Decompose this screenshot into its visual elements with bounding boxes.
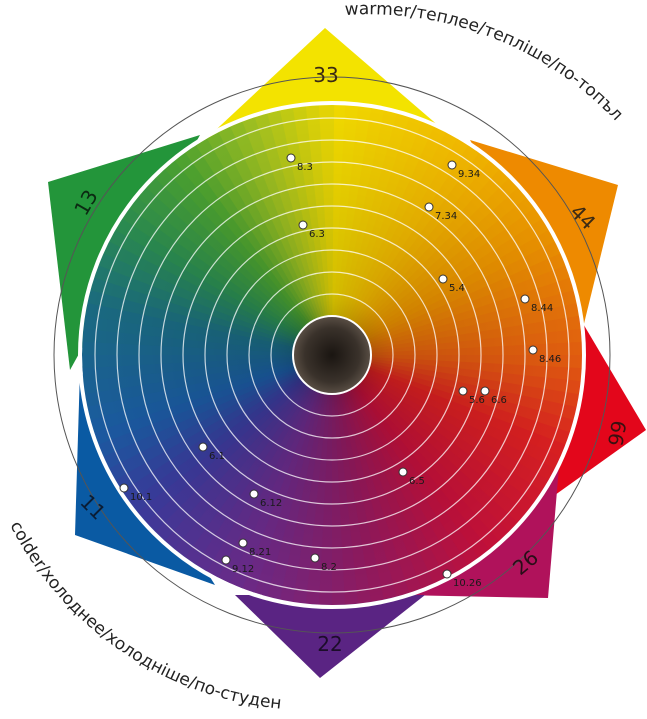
point-label: 8.44 [531, 303, 553, 314]
point-marker [520, 294, 530, 304]
point-label: 9.34 [458, 169, 480, 180]
point-label: 10.26 [453, 578, 482, 589]
point-label: 6.5 [409, 476, 425, 487]
sector-label-33: 33 [313, 63, 338, 87]
ring-2 [248, 271, 416, 439]
ring-1 [270, 293, 394, 417]
point-label: 7.34 [435, 211, 457, 222]
point-label: 9.12 [232, 564, 254, 575]
sector-label-66: 66 [603, 419, 631, 448]
point-marker [238, 538, 248, 548]
point-marker [119, 483, 129, 493]
point-marker [438, 274, 448, 284]
point-label: 6.3 [309, 229, 325, 240]
ring-5 [182, 205, 482, 505]
sector-label-22: 22 [317, 632, 342, 656]
ring-7 [138, 161, 526, 549]
point-marker [447, 160, 457, 170]
outer-thin-ring [53, 76, 611, 634]
point-marker [249, 489, 259, 499]
point-label: 8.46 [539, 354, 561, 365]
disc-border [78, 101, 586, 609]
point-marker [198, 442, 208, 452]
point-label: 8.2 [321, 562, 337, 573]
point-marker [221, 555, 231, 565]
point-label: 5.6 [469, 395, 485, 406]
point-label: 5.4 [449, 283, 465, 294]
point-label: 6.1 [209, 451, 225, 462]
point-marker [442, 569, 452, 579]
ring-8 [116, 139, 548, 571]
point-label: 8.3 [297, 162, 313, 173]
data-points: 8.3 9.34 7.34 6.3 5.4 8.44 8.46 5.6 6.6 6.5 6.1 10.… [119, 153, 561, 589]
point-marker [398, 467, 408, 477]
point-marker [528, 345, 538, 355]
point-marker [424, 202, 434, 212]
center-hub [292, 315, 372, 395]
point-marker [310, 553, 320, 563]
point-marker [298, 220, 308, 230]
point-label: 6.6 [491, 395, 507, 406]
concentric-rings [94, 117, 570, 593]
star-point-22 [235, 595, 425, 678]
point-label: 10.1 [130, 492, 152, 503]
point-marker [286, 153, 296, 163]
point-marker [458, 386, 468, 396]
point-label: 6.12 [260, 498, 282, 509]
ring-9 [94, 117, 570, 593]
ring-6 [160, 183, 504, 527]
ring-4 [204, 227, 460, 483]
ring-3 [226, 249, 438, 461]
point-label: 8.21 [249, 547, 271, 558]
point-marker [480, 386, 490, 396]
